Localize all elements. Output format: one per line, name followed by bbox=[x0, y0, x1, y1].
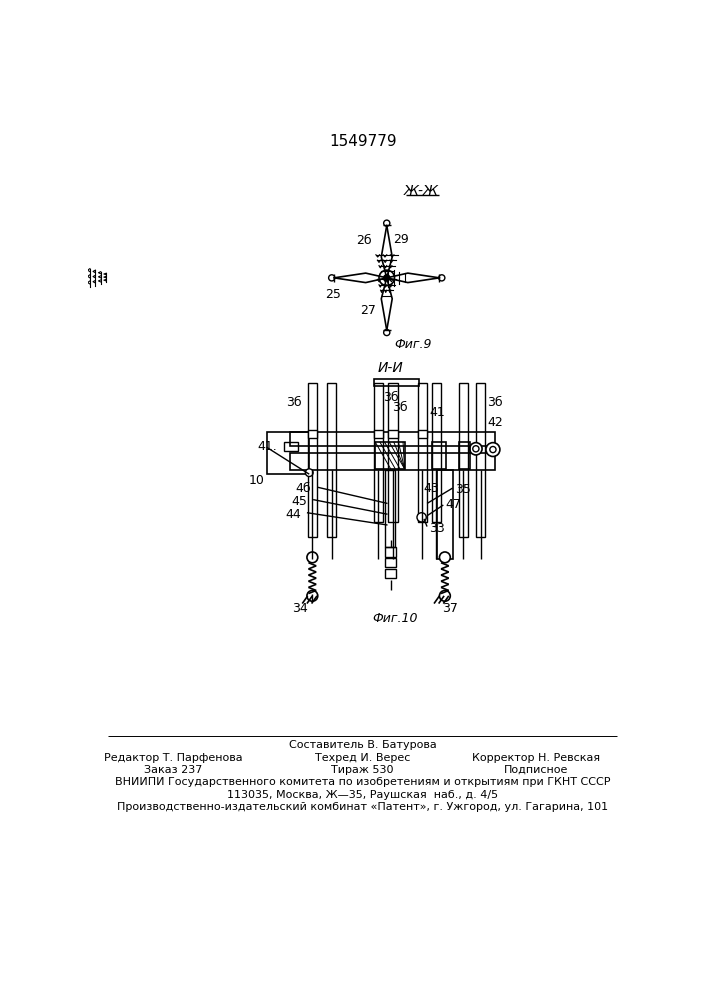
Text: 25: 25 bbox=[325, 288, 341, 301]
Text: Заказ 237: Заказ 237 bbox=[144, 765, 203, 775]
Bar bbox=[432, 383, 441, 522]
Text: 3б: 3б bbox=[486, 396, 503, 409]
Text: 45: 45 bbox=[291, 495, 307, 508]
Text: Корректор Н. Ревская: Корректор Н. Ревская bbox=[472, 753, 600, 763]
Text: Ж-Ж: Ж-Ж bbox=[404, 184, 439, 198]
Circle shape bbox=[329, 275, 335, 281]
Bar bbox=[459, 442, 470, 469]
Circle shape bbox=[440, 552, 450, 563]
Text: 10: 10 bbox=[248, 474, 264, 487]
Text: Тираж 530: Тираж 530 bbox=[332, 765, 394, 775]
Circle shape bbox=[307, 552, 317, 563]
Text: 3б: 3б bbox=[383, 391, 399, 404]
Text: 47: 47 bbox=[445, 498, 462, 512]
Text: Редактор Т. Парфенова: Редактор Т. Парфенова bbox=[105, 753, 243, 763]
Circle shape bbox=[417, 513, 426, 522]
Text: Фиг.9: Фиг.9 bbox=[395, 338, 432, 351]
Bar bbox=[418, 430, 427, 438]
Bar bbox=[476, 383, 485, 537]
Bar bbox=[290, 432, 495, 446]
Text: 33: 33 bbox=[428, 522, 445, 535]
Circle shape bbox=[384, 275, 390, 281]
Circle shape bbox=[379, 270, 395, 286]
Bar bbox=[388, 430, 397, 438]
Bar bbox=[375, 442, 404, 469]
Text: 43: 43 bbox=[423, 482, 439, 495]
Text: И-И: И-И bbox=[378, 361, 404, 375]
Text: 34: 34 bbox=[292, 602, 308, 615]
Text: ВНИИПИ Государственного комитета по изобретениям и открытиям при ГКНТ СССР: ВНИИПИ Государственного комитета по изоб… bbox=[115, 777, 610, 787]
Bar bbox=[437, 470, 452, 559]
Text: 35: 35 bbox=[455, 483, 471, 496]
Text: 37: 37 bbox=[442, 602, 457, 615]
Bar bbox=[459, 383, 468, 537]
Bar bbox=[308, 430, 317, 438]
Text: 42: 42 bbox=[488, 416, 503, 429]
Text: 41: 41 bbox=[429, 406, 445, 419]
Bar bbox=[385, 547, 396, 557]
Bar bbox=[385, 569, 396, 578]
Bar bbox=[267, 432, 309, 474]
Circle shape bbox=[307, 590, 317, 601]
Circle shape bbox=[438, 275, 445, 281]
Bar bbox=[373, 430, 383, 438]
Bar bbox=[432, 442, 445, 469]
Circle shape bbox=[305, 469, 313, 477]
Bar bbox=[327, 383, 337, 537]
Bar bbox=[373, 383, 383, 522]
Text: Составитель В. Батурова: Составитель В. Батурова bbox=[289, 740, 437, 750]
Circle shape bbox=[486, 443, 500, 456]
Text: Подписное: Подписное bbox=[504, 765, 568, 775]
Bar bbox=[385, 470, 395, 547]
Circle shape bbox=[384, 220, 390, 226]
Text: 41.: 41. bbox=[258, 440, 277, 453]
Text: 1549779: 1549779 bbox=[329, 134, 397, 149]
Bar bbox=[388, 383, 397, 522]
Text: 44: 44 bbox=[285, 508, 300, 521]
Bar bbox=[290, 453, 495, 470]
Text: 4б: 4б bbox=[296, 482, 311, 495]
Circle shape bbox=[473, 446, 479, 452]
Text: Производственно-издательский комбинат «Патент», г. Ужгород, ул. Гагарина, 101: Производственно-издательский комбинат «П… bbox=[117, 802, 608, 812]
Circle shape bbox=[490, 446, 496, 453]
Bar bbox=[385, 558, 396, 567]
Text: Техред И. Верес: Техред И. Верес bbox=[315, 753, 410, 763]
Text: 2б: 2б bbox=[356, 234, 371, 247]
Text: 113035, Москва, Ж—35, Раушская  наб., д. 4/5: 113035, Москва, Ж—35, Раушская наб., д. … bbox=[227, 790, 498, 800]
Text: Фиг.10: Фиг.10 bbox=[373, 612, 419, 625]
Text: 3б: 3б bbox=[286, 396, 301, 409]
Bar bbox=[373, 379, 419, 386]
Bar bbox=[284, 442, 298, 451]
Text: 3б: 3б bbox=[392, 401, 408, 414]
Bar bbox=[418, 383, 427, 522]
Circle shape bbox=[440, 590, 450, 601]
Circle shape bbox=[384, 329, 390, 336]
Bar bbox=[308, 383, 317, 537]
Text: 27: 27 bbox=[360, 304, 375, 317]
Circle shape bbox=[469, 443, 482, 455]
Text: 29: 29 bbox=[393, 233, 409, 246]
